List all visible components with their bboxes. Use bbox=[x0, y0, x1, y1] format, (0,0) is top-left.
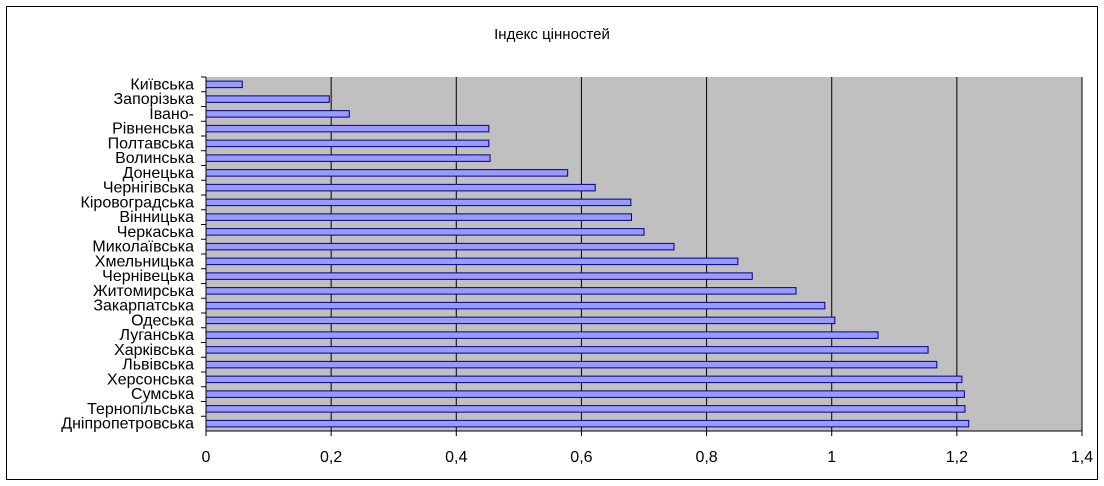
bar bbox=[205, 375, 963, 384]
category-label: Полтавська bbox=[108, 135, 194, 152]
category-label: Кіровоградська bbox=[81, 194, 195, 211]
x-tick-label: 0,2 bbox=[320, 449, 342, 466]
bar bbox=[205, 390, 965, 398]
category-label: Закарпатська bbox=[93, 298, 194, 315]
bar bbox=[205, 301, 826, 310]
category-label: Харківська bbox=[114, 342, 194, 359]
bar bbox=[205, 287, 797, 295]
bar bbox=[205, 228, 645, 236]
x-tick-label: 1,2 bbox=[946, 449, 968, 466]
category-labels: КиївськаЗапорізькаІвано-РівненськаПолтав… bbox=[61, 76, 194, 432]
category-label: Житомирська bbox=[93, 283, 194, 300]
x-tick-label: 0,4 bbox=[445, 449, 467, 466]
category-label: Черкаська bbox=[117, 224, 194, 241]
bar bbox=[205, 139, 490, 148]
category-label: Чернігівська bbox=[103, 180, 194, 197]
category-label: Львівська bbox=[122, 357, 194, 374]
x-tick-label: 0,6 bbox=[570, 449, 592, 466]
bars bbox=[205, 80, 970, 428]
category-label: Чернівецька bbox=[102, 268, 194, 285]
category-label: Херсонська bbox=[107, 371, 194, 388]
category-label: Одеська bbox=[131, 312, 194, 329]
category-label: Сумська bbox=[131, 386, 194, 403]
bar bbox=[205, 242, 675, 251]
category-label: Запорізька bbox=[114, 91, 195, 108]
grid-lines bbox=[330, 77, 1083, 431]
category-label: Рівненська bbox=[112, 121, 194, 138]
x-tick-label: 0 bbox=[202, 449, 211, 466]
bar bbox=[205, 346, 929, 354]
bar bbox=[205, 198, 632, 207]
category-label: Волинська bbox=[115, 150, 194, 167]
x-tick-label: 1,4 bbox=[1071, 449, 1093, 466]
plot-area bbox=[206, 77, 1082, 431]
bar bbox=[205, 316, 836, 325]
bar bbox=[205, 272, 753, 280]
bar bbox=[205, 419, 970, 428]
bar bbox=[205, 405, 966, 413]
x-tick-label: 1 bbox=[827, 449, 836, 466]
bar bbox=[205, 169, 569, 177]
bar bbox=[205, 154, 491, 162]
bar bbox=[205, 257, 739, 266]
category-label: Київська bbox=[130, 76, 194, 93]
axes bbox=[201, 76, 1083, 436]
bar bbox=[205, 360, 938, 369]
bar bbox=[205, 110, 350, 118]
bar bbox=[205, 331, 879, 339]
bar bbox=[205, 183, 596, 192]
x-tick-labels: 0 0,2 0,4 0,6 0,8 1 1,2 1,4 bbox=[202, 449, 1094, 466]
bar bbox=[205, 213, 632, 221]
category-label: Миколаївська bbox=[92, 239, 194, 256]
category-label: Луганська bbox=[120, 327, 195, 344]
chart-title: Індекс цінностей bbox=[494, 26, 610, 43]
category-label: Тернопільська bbox=[87, 401, 194, 418]
category-label: Донецька bbox=[123, 165, 195, 182]
category-label: Вінницька bbox=[119, 209, 194, 226]
bar bbox=[205, 124, 490, 133]
x-tick-label: 0,8 bbox=[695, 449, 717, 466]
bar bbox=[205, 95, 330, 103]
category-label: Івано- bbox=[149, 106, 194, 123]
bar bbox=[205, 80, 243, 89]
category-label: Хмельницька bbox=[95, 253, 194, 270]
category-label: Дніпропетровська bbox=[61, 416, 194, 433]
